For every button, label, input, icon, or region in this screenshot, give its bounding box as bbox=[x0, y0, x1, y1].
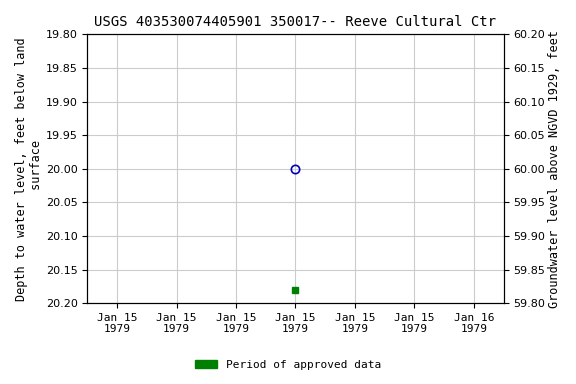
Y-axis label: Groundwater level above NGVD 1929, feet: Groundwater level above NGVD 1929, feet bbox=[548, 30, 561, 308]
Y-axis label: Depth to water level, feet below land
 surface: Depth to water level, feet below land su… bbox=[15, 37, 43, 301]
Title: USGS 403530074405901 350017-- Reeve Cultural Ctr: USGS 403530074405901 350017-- Reeve Cult… bbox=[94, 15, 497, 29]
Legend: Period of approved data: Period of approved data bbox=[191, 356, 385, 375]
